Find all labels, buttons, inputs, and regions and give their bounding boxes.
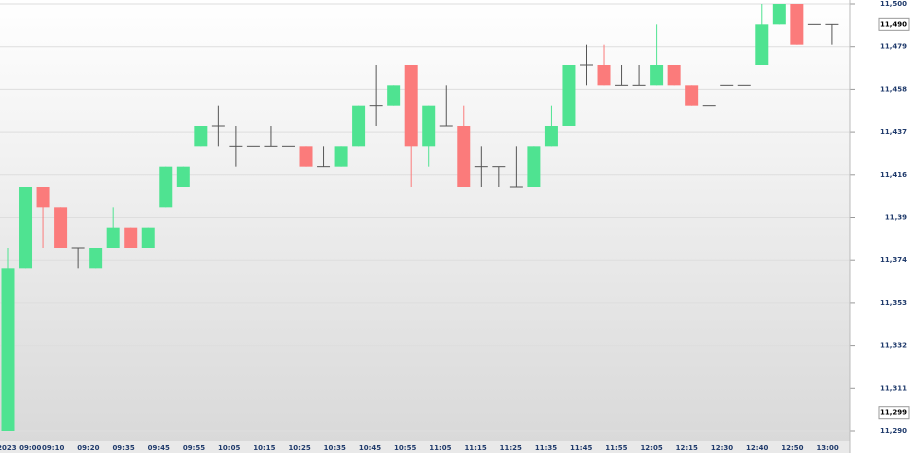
candle-body [527,146,541,187]
price-label: 11,490 [880,20,907,28]
candle-body [19,187,33,269]
x-tick-label: 12:05 [640,444,662,452]
x-tick-label: 10:15 [253,444,275,452]
candle-body [1,268,15,431]
candle-body [106,227,120,248]
x-tick-label: 11:55 [605,444,627,452]
candle-body [790,4,804,45]
y-axis-background [850,0,911,453]
x-tick-label: 10:55 [394,444,416,452]
x-tick-label: 09:10 [42,444,64,452]
x-tick-label: 12:50 [781,444,803,452]
candle-body [334,146,348,167]
x-tick-label: 09:35 [112,444,134,452]
y-tick-label: 11,500 [880,0,907,8]
x-axis-background [0,441,850,453]
y-tick-label: 11,353 [880,299,907,307]
candle-body [176,166,190,187]
y-tick-label: 11,437 [880,128,907,136]
candle-body [597,65,611,86]
candle-body [772,4,786,25]
y-tick-label: 11,290 [880,427,907,435]
price-label-box [878,406,910,420]
candle-body [457,126,471,187]
candle-body [352,105,366,147]
candle-body [404,65,418,147]
x-tick-label: 10:45 [359,444,381,452]
y-tick-label: 11,416 [880,171,907,179]
candle-body [562,65,576,126]
candle-body [387,85,401,106]
candle-body [667,65,681,86]
candle-body [141,227,155,248]
candle-body [159,166,173,208]
price-label: 11,299 [880,409,907,417]
x-tick-label: /2023 09:00 [0,444,42,452]
y-tick-label: 11,458 [880,85,907,93]
candle-body [194,126,208,147]
x-tick-label: 12:40 [746,444,768,452]
candle-body [755,24,769,65]
candle-body [54,207,68,248]
y-tick-label: 11,39 [885,214,907,222]
x-tick-label: 10:25 [288,444,310,452]
price-label-box [878,17,910,31]
x-tick-label: 11:35 [535,444,557,452]
x-tick-label: 12:30 [711,444,733,452]
x-tick-label: 10:35 [324,444,346,452]
x-tick-label: 11:05 [429,444,451,452]
x-tick-label: 11:25 [500,444,522,452]
x-tick-label: 09:20 [77,444,99,452]
y-tick-label: 11,479 [880,43,907,51]
x-tick-label: 13:00 [816,444,838,452]
x-tick-label: 09:45 [148,444,170,452]
candle-body [36,187,50,208]
x-tick-label: 10:05 [218,444,240,452]
candle-body [544,126,558,147]
plot-background [0,0,850,441]
candle-body [422,105,436,147]
candle-body [124,227,138,248]
candle-body [650,65,664,86]
x-tick-label: 12:15 [676,444,698,452]
x-tick-label: 11:45 [570,444,592,452]
y-tick-label: 11,374 [880,256,907,264]
x-tick-label: 09:55 [183,444,205,452]
y-tick-label: 11,332 [880,342,907,350]
y-tick-label: 11,311 [880,384,907,392]
candle-body [299,146,313,167]
candle-body [89,248,103,269]
x-tick-label: 11:15 [464,444,486,452]
candle-body [685,85,699,106]
